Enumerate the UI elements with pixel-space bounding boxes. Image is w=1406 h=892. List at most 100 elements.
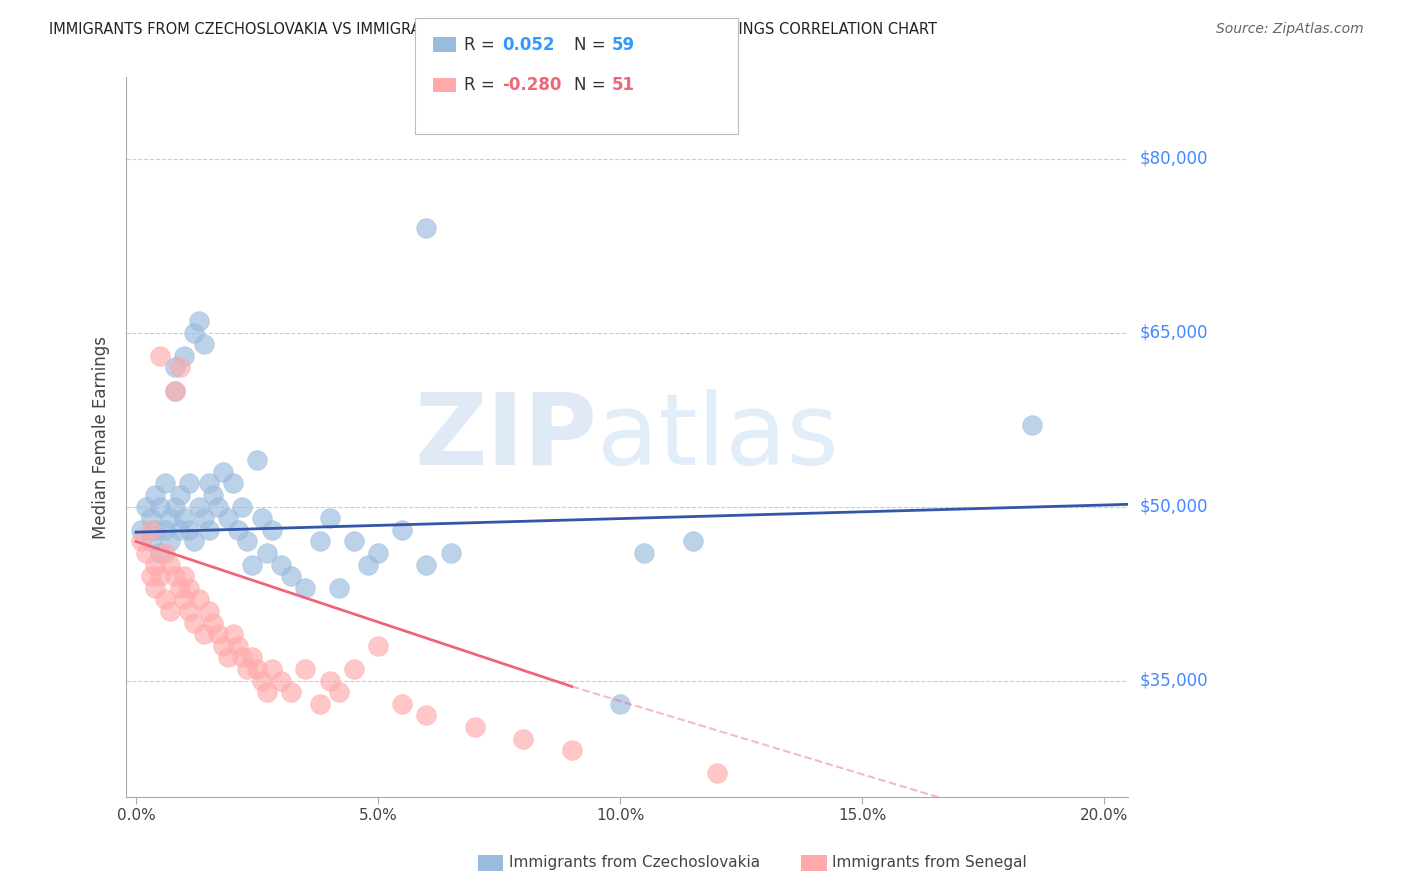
Point xyxy=(250,673,273,688)
Text: Immigrants from Czechoslovakia: Immigrants from Czechoslovakia xyxy=(509,855,761,870)
Point xyxy=(391,523,413,537)
Text: atlas: atlas xyxy=(598,389,839,485)
Point xyxy=(682,534,704,549)
Point xyxy=(153,476,176,491)
Point xyxy=(149,546,172,560)
Point xyxy=(212,465,235,479)
Point xyxy=(222,476,245,491)
Text: Source: ZipAtlas.com: Source: ZipAtlas.com xyxy=(1216,22,1364,37)
Point xyxy=(169,523,191,537)
Point xyxy=(139,534,162,549)
Point xyxy=(609,697,631,711)
Text: R =: R = xyxy=(464,76,501,94)
Point xyxy=(391,697,413,711)
Text: $50,000: $50,000 xyxy=(1140,498,1208,516)
Point xyxy=(260,523,283,537)
Point xyxy=(561,743,583,757)
Text: $35,000: $35,000 xyxy=(1140,672,1208,690)
Point xyxy=(357,558,380,572)
Point xyxy=(236,662,259,676)
Point xyxy=(280,685,302,699)
Point xyxy=(207,500,229,514)
Point xyxy=(415,558,437,572)
Point xyxy=(139,523,162,537)
Point xyxy=(280,569,302,583)
Point xyxy=(512,731,534,746)
Point xyxy=(179,581,201,595)
Point xyxy=(231,500,253,514)
Text: $80,000: $80,000 xyxy=(1140,150,1208,168)
Point xyxy=(212,639,235,653)
Point xyxy=(187,500,209,514)
Point xyxy=(169,581,191,595)
Text: -0.280: -0.280 xyxy=(502,76,561,94)
Point xyxy=(187,314,209,328)
Point xyxy=(163,360,186,375)
Point xyxy=(153,546,176,560)
Point xyxy=(464,720,486,734)
Text: N =: N = xyxy=(574,76,610,94)
Point xyxy=(143,523,166,537)
Text: 59: 59 xyxy=(612,36,634,54)
Point xyxy=(633,546,655,560)
Point xyxy=(207,627,229,641)
Point xyxy=(183,534,205,549)
Point xyxy=(179,476,201,491)
Point xyxy=(135,500,157,514)
Point xyxy=(231,650,253,665)
Point xyxy=(187,592,209,607)
Point xyxy=(270,558,292,572)
Text: 51: 51 xyxy=(612,76,634,94)
Point xyxy=(246,453,269,467)
Point xyxy=(343,662,366,676)
Point xyxy=(240,650,263,665)
Point xyxy=(222,627,245,641)
Text: N =: N = xyxy=(574,36,610,54)
Point xyxy=(415,221,437,235)
Text: R =: R = xyxy=(464,36,501,54)
Point xyxy=(139,511,162,525)
Point xyxy=(260,662,283,676)
Point xyxy=(159,534,181,549)
Point xyxy=(153,592,176,607)
Point xyxy=(217,650,239,665)
Point xyxy=(197,523,219,537)
Point xyxy=(143,488,166,502)
Point xyxy=(163,500,186,514)
Point xyxy=(318,673,340,688)
Point xyxy=(197,604,219,618)
Point xyxy=(197,476,219,491)
Point xyxy=(163,384,186,398)
Point xyxy=(440,546,463,560)
Point xyxy=(415,708,437,723)
Point xyxy=(159,511,181,525)
Point xyxy=(149,569,172,583)
Point xyxy=(163,569,186,583)
Point xyxy=(179,604,201,618)
Text: IMMIGRANTS FROM CZECHOSLOVAKIA VS IMMIGRANTS FROM SENEGAL MEDIAN FEMALE EARNINGS: IMMIGRANTS FROM CZECHOSLOVAKIA VS IMMIGR… xyxy=(49,22,938,37)
Point xyxy=(202,615,225,630)
Point xyxy=(193,627,215,641)
Point xyxy=(270,673,292,688)
Point xyxy=(183,615,205,630)
Point xyxy=(294,581,316,595)
Point xyxy=(343,534,366,549)
Point xyxy=(143,558,166,572)
Point xyxy=(169,488,191,502)
Point xyxy=(246,662,269,676)
Point xyxy=(173,349,195,363)
Text: $65,000: $65,000 xyxy=(1140,324,1208,342)
Point xyxy=(706,766,728,780)
Point xyxy=(367,639,389,653)
Point xyxy=(173,592,195,607)
Point xyxy=(309,534,332,549)
Point xyxy=(179,523,201,537)
Point xyxy=(328,685,350,699)
Point xyxy=(153,523,176,537)
Point xyxy=(250,511,273,525)
Point xyxy=(193,337,215,351)
Point xyxy=(129,523,152,537)
Point xyxy=(226,523,249,537)
Point xyxy=(159,604,181,618)
Point xyxy=(236,534,259,549)
